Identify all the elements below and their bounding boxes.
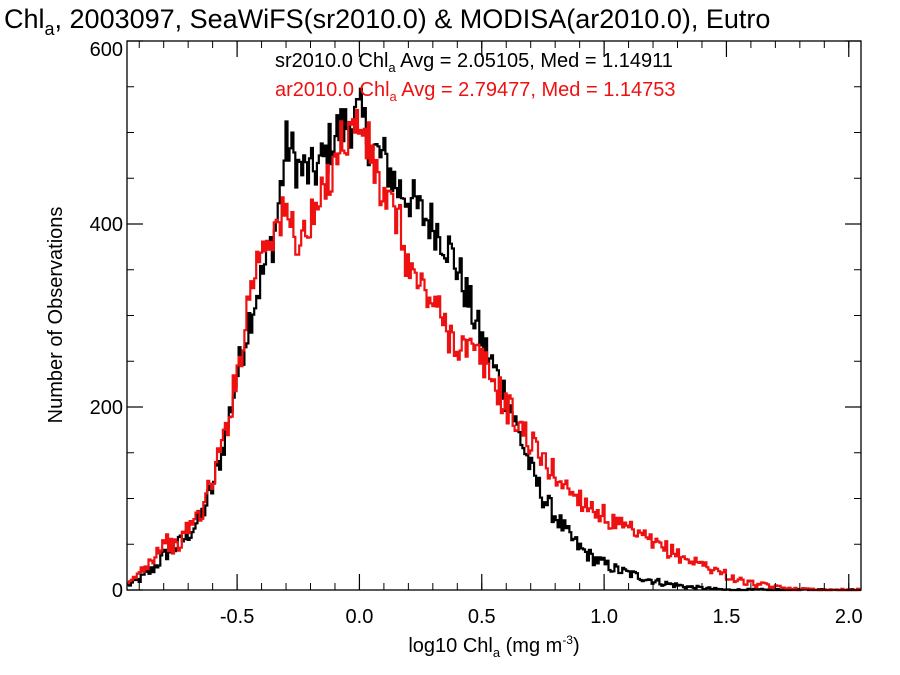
annotation-sr2010: sr2010.0 Chla Avg = 2.05105, Med = 1.149… (275, 50, 673, 75)
x-tick-label: 0.5 (468, 606, 496, 628)
axis-layer: -0.5 0.0 0.5 1.0 1.5 2.0 0 200 400 600 (90, 39, 863, 628)
x-tick-label: 0.0 (346, 606, 374, 628)
annotation-ar2010-post: Avg = 2.79477, Med = 1.14753 (397, 79, 676, 101)
chart-title-pre: Chl (4, 4, 45, 34)
chart-title-sub: a (45, 19, 56, 39)
x-tick-label: 1.5 (713, 606, 741, 628)
x-axis-label-sub: a (493, 645, 501, 660)
y-tick-label: 600 (90, 39, 123, 61)
chart-title-post: , 2003097, SeaWiFS(sr2010.0) & MODISA(ar… (55, 4, 771, 34)
x-tick-label: -0.5 (220, 606, 254, 628)
annotation-ar2010-pre: ar2010.0 Chl (275, 79, 390, 101)
x-tick-label: 1.0 (590, 606, 618, 628)
series-line-ar2010-0 (127, 108, 861, 592)
plot-frame (126, 40, 862, 591)
y-tick-label: 400 (90, 214, 123, 236)
annotation-ar2010-sub: a (390, 89, 398, 104)
annotation-sr2010-post: Avg = 2.05105, Med = 1.14911 (396, 50, 673, 72)
x-axis-label-mid: (mg m (500, 635, 562, 657)
y-tick-label: 200 (90, 397, 123, 419)
x-tick-label: 2.0 (835, 606, 863, 628)
series-layer (127, 87, 861, 592)
y-tick-label: 0 (112, 580, 123, 602)
chart-title: Chla, 2003097, SeaWiFS(sr2010.0) & MODIS… (4, 4, 770, 39)
annotation-sr2010-pre: sr2010.0 Chl (275, 50, 388, 72)
x-axis-label-sup: -3 (562, 633, 573, 647)
x-axis-label-pre: log10 Chl (408, 635, 493, 657)
series-line-sr2010-0 (127, 87, 861, 592)
x-axis-label-post: ) (573, 635, 580, 657)
y-axis-label: Number of Observations (45, 207, 67, 424)
x-axis-label: log10 Chla (mg m-3) (408, 633, 579, 660)
annotation-ar2010: ar2010.0 Chla Avg = 2.79477, Med = 1.147… (275, 79, 676, 104)
annotation-sr2010-sub: a (388, 60, 396, 75)
